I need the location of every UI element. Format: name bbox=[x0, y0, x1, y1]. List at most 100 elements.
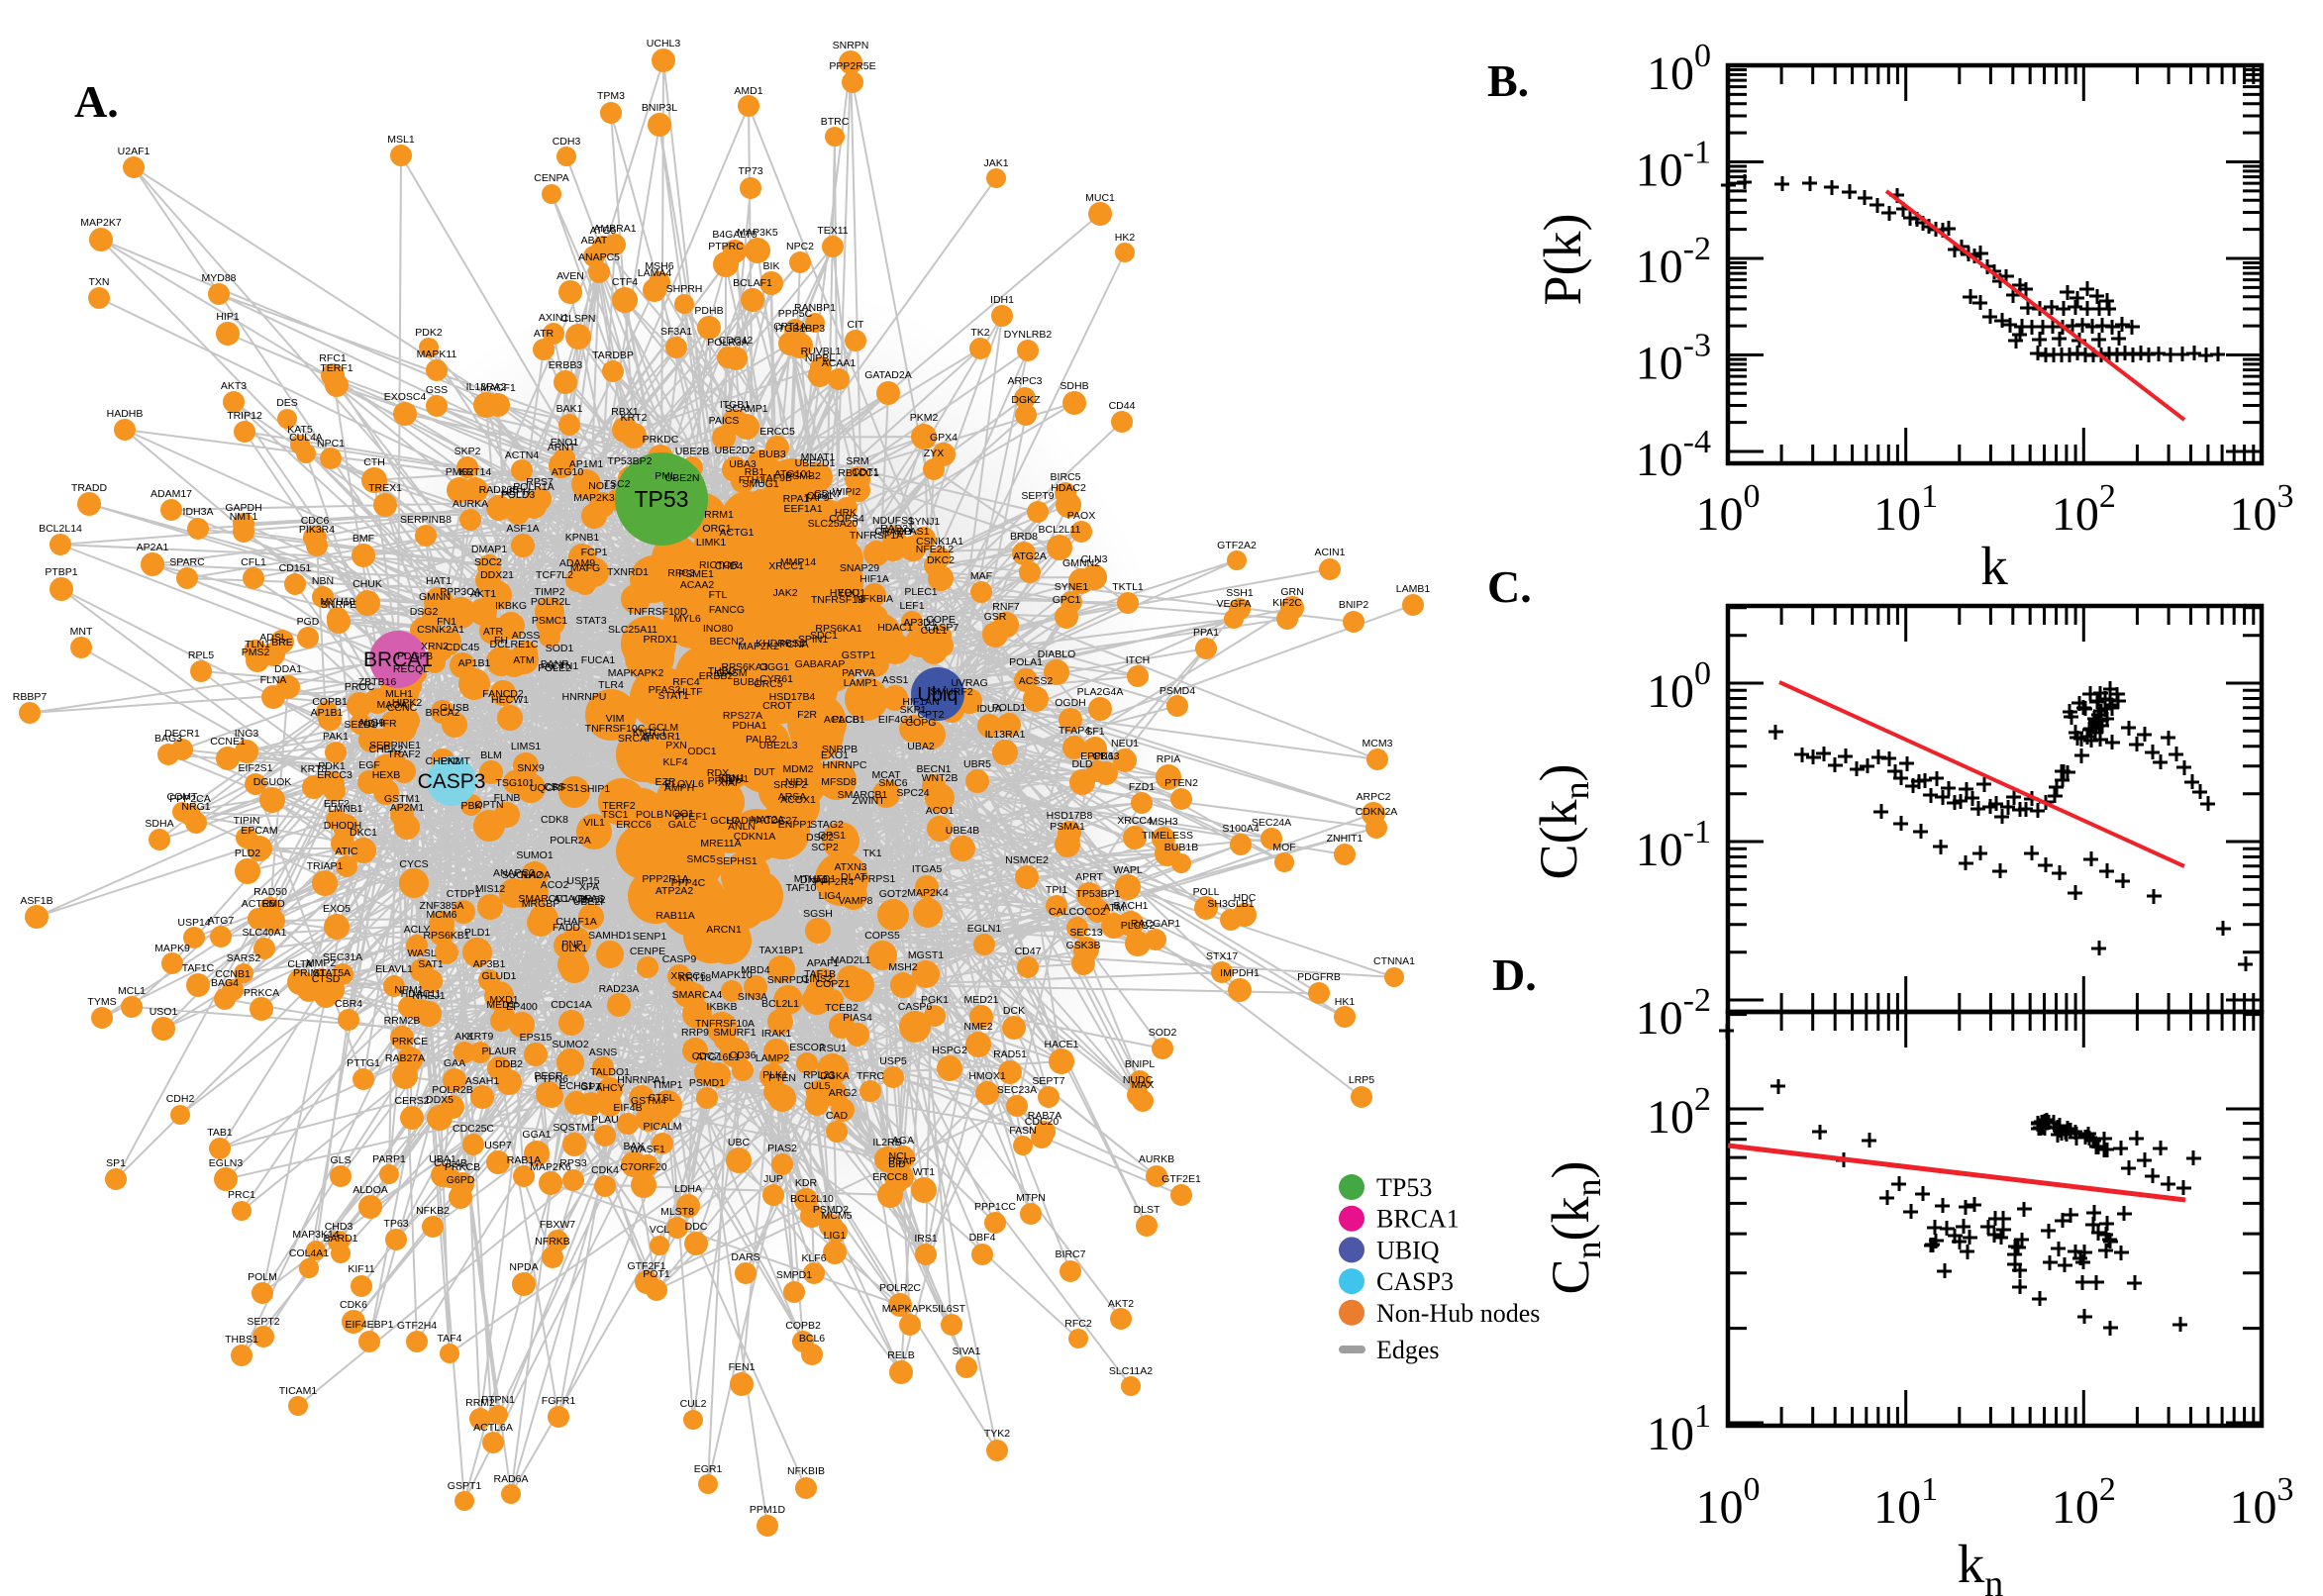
svg-text:TP53BP1: TP53BP1 bbox=[1076, 888, 1121, 900]
svg-text:MUC1: MUC1 bbox=[1085, 192, 1115, 204]
svg-text:HSD17B4: HSD17B4 bbox=[769, 691, 816, 703]
svg-text:ATM: ATM bbox=[513, 654, 534, 666]
svg-text:POLD3: POLD3 bbox=[501, 489, 536, 501]
svg-text:TRIAP1: TRIAP1 bbox=[307, 860, 344, 872]
svg-text:RFC3: RFC3 bbox=[667, 567, 695, 579]
svg-text:COPB1: COPB1 bbox=[312, 696, 348, 708]
svg-text:RB1CC1: RB1CC1 bbox=[838, 467, 879, 479]
svg-text:USP14: USP14 bbox=[177, 917, 210, 929]
svg-text:BAG3: BAG3 bbox=[154, 733, 182, 745]
svg-text:SPIN1: SPIN1 bbox=[798, 634, 829, 646]
svg-text:PXN: PXN bbox=[665, 740, 687, 751]
svg-text:POLA1: POLA1 bbox=[1009, 656, 1043, 668]
svg-text:CUL5: CUL5 bbox=[804, 1080, 831, 1092]
svg-text:BIRC7: BIRC7 bbox=[1056, 1248, 1086, 1260]
svg-text:BIK: BIK bbox=[763, 260, 780, 272]
svg-text:EP400: EP400 bbox=[506, 1001, 538, 1013]
svg-text:ERCC6: ERCC6 bbox=[616, 819, 652, 831]
svg-text:FASN: FASN bbox=[1009, 1125, 1036, 1137]
svg-text:HIP1: HIP1 bbox=[216, 311, 240, 323]
svg-text:EIF4G1: EIF4G1 bbox=[878, 714, 914, 726]
svg-text:CSNK2A1: CSNK2A1 bbox=[417, 624, 464, 636]
svg-text:HK1: HK1 bbox=[1335, 996, 1356, 1008]
svg-text:TERF2: TERF2 bbox=[602, 800, 635, 812]
svg-text:ACAA1: ACAA1 bbox=[822, 357, 857, 369]
svg-text:AP2M1: AP2M1 bbox=[390, 802, 425, 814]
svg-text:CASP7: CASP7 bbox=[925, 622, 960, 634]
svg-text:PNMT: PNMT bbox=[441, 755, 470, 767]
svg-text:USO1: USO1 bbox=[150, 1006, 178, 1018]
svg-text:SF3A1: SF3A1 bbox=[660, 326, 692, 338]
svg-text:SMURF1: SMURF1 bbox=[713, 1027, 756, 1039]
svg-text:PPP2R5E: PPP2R5E bbox=[829, 60, 875, 72]
svg-text:S100A4: S100A4 bbox=[1222, 823, 1260, 835]
svg-text:CUL4B: CUL4B bbox=[434, 1157, 467, 1169]
svg-text:TIMP2: TIMP2 bbox=[535, 586, 565, 598]
svg-text:AMBRA1: AMBRA1 bbox=[593, 223, 636, 235]
svg-text:SF1: SF1 bbox=[1085, 726, 1104, 738]
svg-text:SCP2: SCP2 bbox=[811, 842, 839, 853]
svg-text:PLD2: PLD2 bbox=[235, 848, 260, 859]
svg-text:GSK3B: GSK3B bbox=[1065, 940, 1100, 951]
svg-text:INO80: INO80 bbox=[703, 623, 734, 635]
svg-text:STAT5A: STAT5A bbox=[313, 967, 351, 979]
svg-text:SKP1: SKP1 bbox=[900, 704, 927, 716]
svg-text:FEN1: FEN1 bbox=[729, 1361, 756, 1373]
svg-text:SEPT9: SEPT9 bbox=[1021, 490, 1054, 502]
svg-text:OGG1: OGG1 bbox=[759, 661, 790, 673]
svg-text:ARCN1: ARCN1 bbox=[706, 924, 742, 936]
svg-text:ARG2: ARG2 bbox=[829, 1087, 858, 1099]
svg-text:AK1: AK1 bbox=[454, 1031, 474, 1043]
svg-text:CUL1: CUL1 bbox=[921, 625, 948, 637]
svg-text:BRCA2: BRCA2 bbox=[425, 707, 459, 719]
svg-text:BECN1: BECN1 bbox=[916, 763, 951, 775]
svg-text:PARVA: PARVA bbox=[842, 667, 875, 679]
svg-text:XRCC1: XRCC1 bbox=[768, 560, 804, 572]
svg-text:TCF7L2: TCF7L2 bbox=[536, 569, 573, 581]
svg-text:FH: FH bbox=[494, 635, 508, 647]
svg-text:NPM1: NPM1 bbox=[394, 984, 423, 996]
svg-text:CDC45: CDC45 bbox=[446, 642, 480, 653]
svg-text:ATG10: ATG10 bbox=[552, 466, 584, 478]
svg-text:RAD6A: RAD6A bbox=[493, 1473, 528, 1485]
svg-text:SEC31A: SEC31A bbox=[323, 951, 362, 963]
svg-text:UCHL3: UCHL3 bbox=[647, 38, 681, 50]
svg-text:PTBP1: PTBP1 bbox=[45, 566, 77, 578]
svg-text:EXO1: EXO1 bbox=[821, 749, 849, 761]
svg-text:POLR2A: POLR2A bbox=[550, 835, 590, 847]
svg-text:MTHFD1: MTHFD1 bbox=[794, 873, 837, 885]
svg-text:HNRNPC: HNRNPC bbox=[823, 759, 867, 771]
svg-text:B4GALT5: B4GALT5 bbox=[712, 229, 757, 241]
svg-text:BNIP3L: BNIP3L bbox=[642, 102, 677, 114]
svg-text:RRM2B: RRM2B bbox=[384, 1015, 421, 1027]
svg-text:TAF9B: TAF9B bbox=[760, 472, 792, 484]
svg-text:AURKB: AURKB bbox=[1139, 1153, 1174, 1165]
svg-text:CYR61: CYR61 bbox=[759, 673, 793, 685]
svg-text:PRKCA: PRKCA bbox=[244, 987, 279, 999]
svg-text:APAF1: APAF1 bbox=[807, 957, 840, 969]
svg-text:NFKB2: NFKB2 bbox=[416, 1205, 450, 1217]
svg-text:HNRNPA1: HNRNPA1 bbox=[617, 1074, 666, 1086]
svg-text:C.: C. bbox=[1487, 561, 1532, 612]
svg-text:PDGFB: PDGFB bbox=[397, 650, 433, 662]
svg-text:NHEJ1: NHEJ1 bbox=[412, 990, 445, 1002]
svg-text:ITGB1BP3: ITGB1BP3 bbox=[775, 323, 825, 335]
svg-text:DBF4: DBF4 bbox=[969, 1232, 996, 1244]
svg-text:TPM3: TPM3 bbox=[597, 90, 625, 102]
svg-text:FANCD2: FANCD2 bbox=[482, 688, 524, 700]
svg-text:SARS2: SARS2 bbox=[227, 952, 261, 964]
svg-text:ATG7: ATG7 bbox=[208, 915, 235, 927]
svg-text:RBX1: RBX1 bbox=[611, 406, 639, 418]
svg-text:ALG9: ALG9 bbox=[358, 717, 385, 729]
svg-text:IL2RB: IL2RB bbox=[872, 1137, 901, 1148]
svg-text:EXOSC4: EXOSC4 bbox=[384, 391, 427, 403]
svg-text:ZNF385A: ZNF385A bbox=[420, 900, 464, 912]
svg-text:MACF1: MACF1 bbox=[480, 382, 516, 394]
svg-text:PAICS: PAICS bbox=[709, 415, 740, 427]
svg-text:DDB2: DDB2 bbox=[495, 1058, 523, 1070]
svg-text:CDC42: CDC42 bbox=[719, 335, 754, 347]
svg-text:BNIP2: BNIP2 bbox=[1339, 599, 1369, 611]
svg-text:Edges: Edges bbox=[1376, 1336, 1440, 1364]
svg-text:MGST1: MGST1 bbox=[908, 949, 944, 961]
svg-text:C7ORF20: C7ORF20 bbox=[620, 1161, 666, 1173]
